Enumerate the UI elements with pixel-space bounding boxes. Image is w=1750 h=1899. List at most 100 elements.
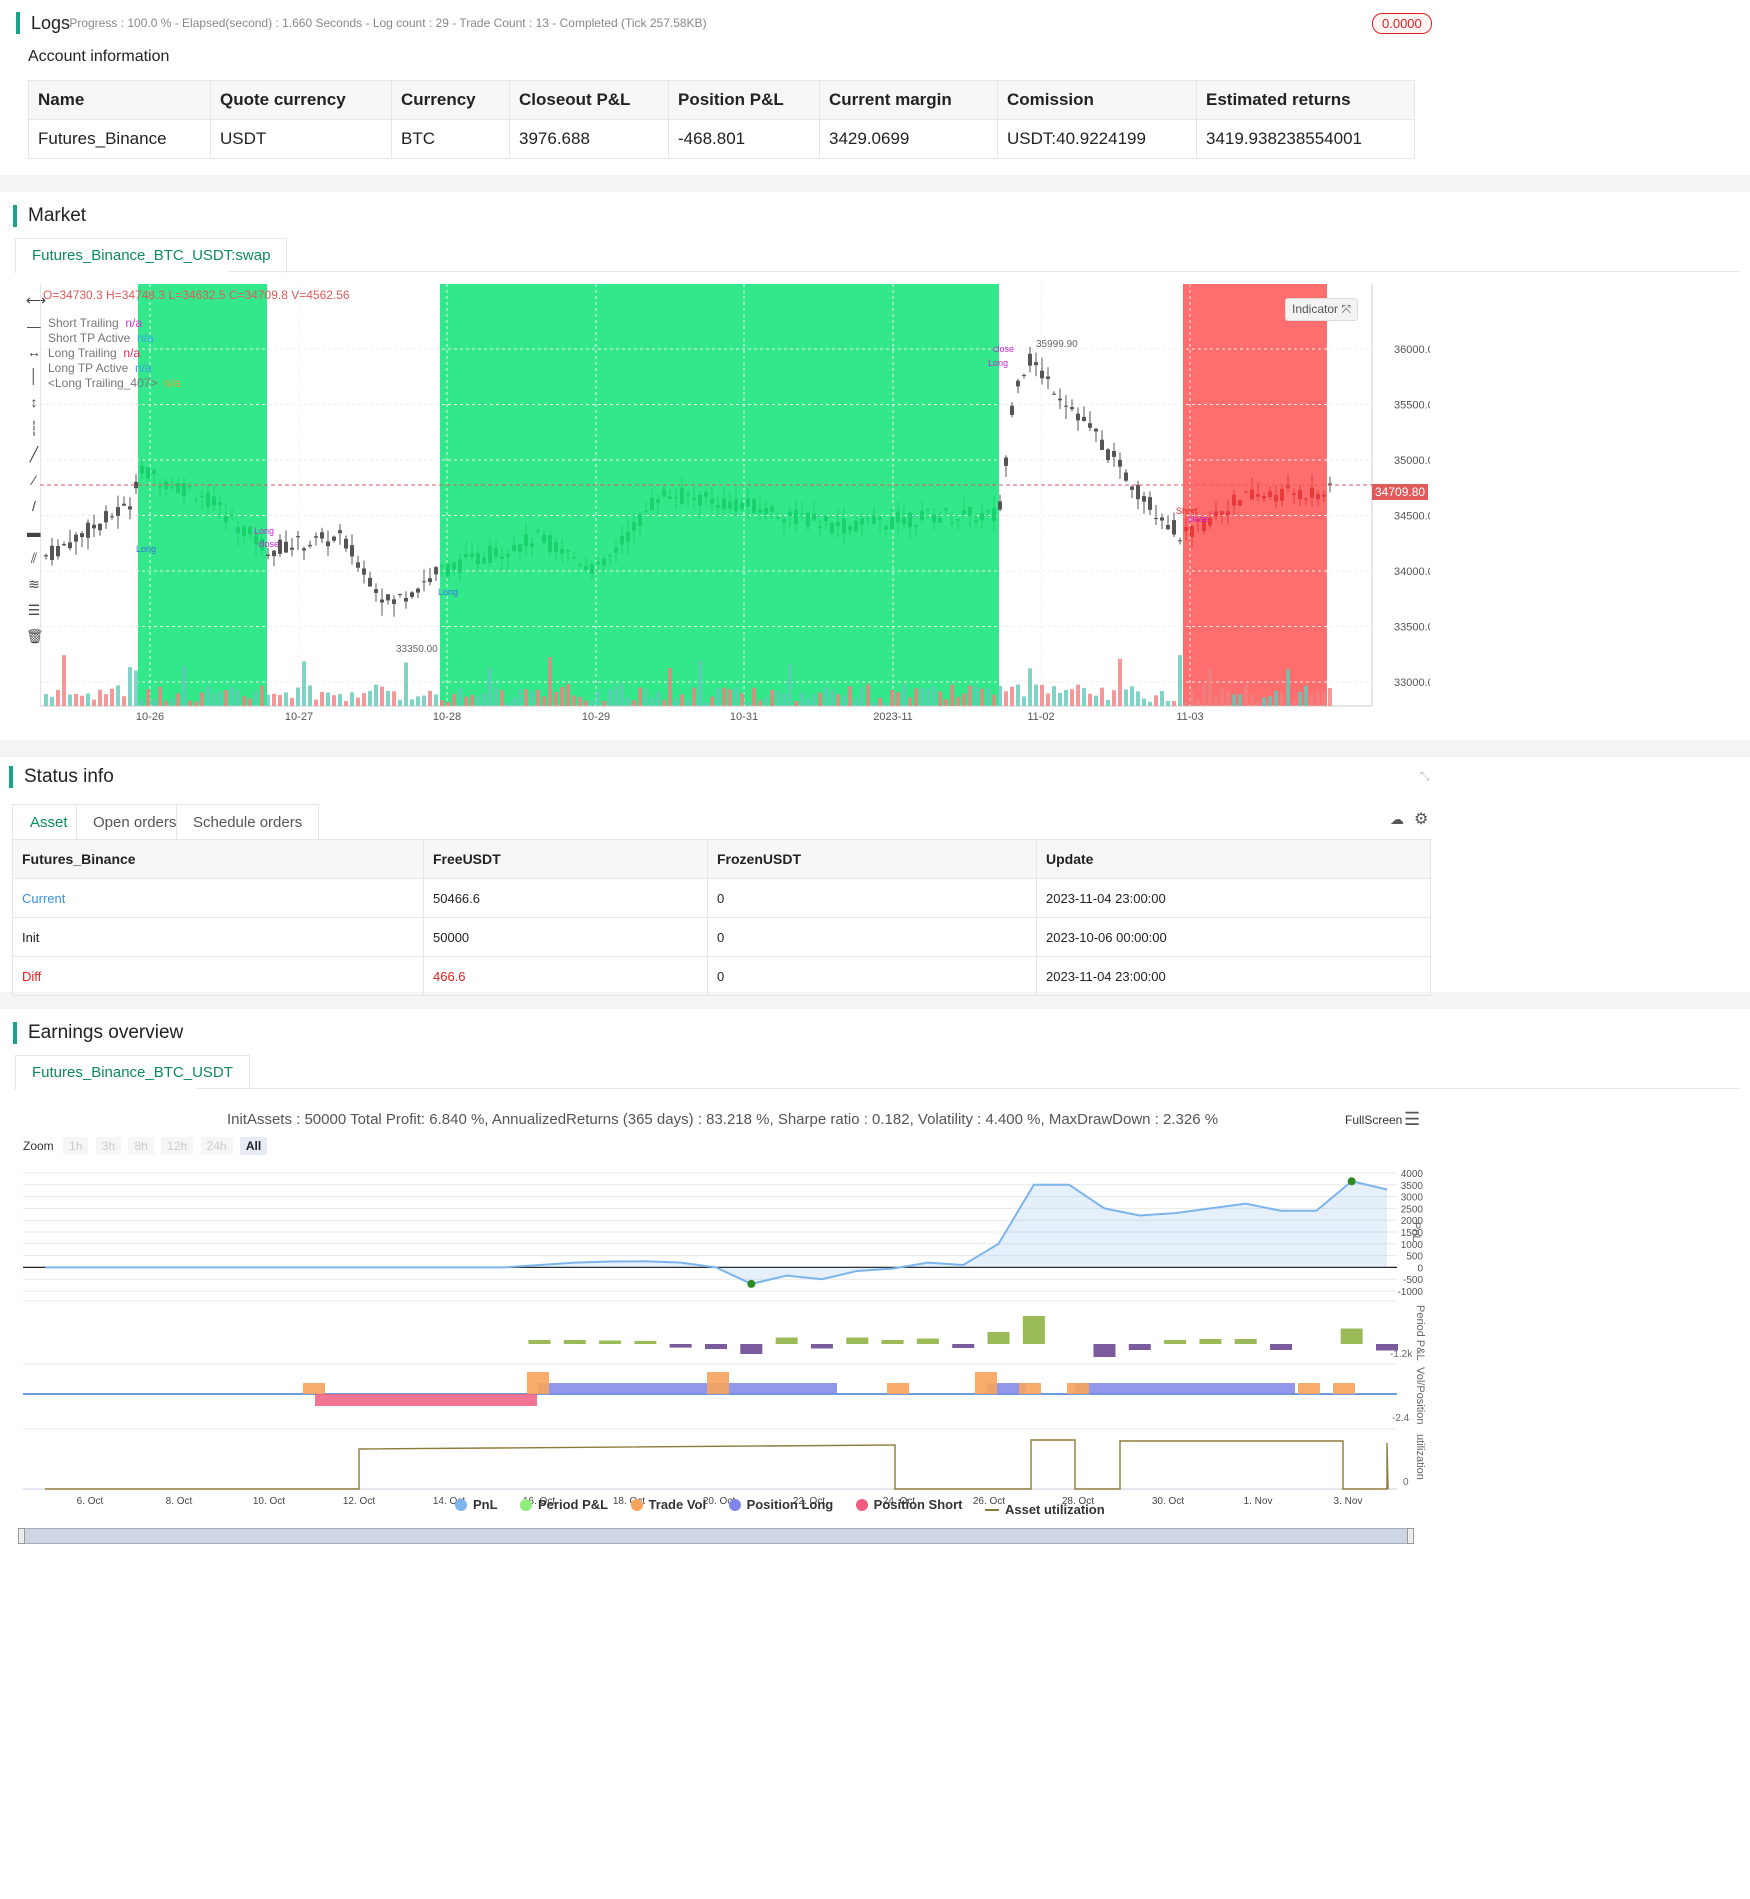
candle-body bbox=[362, 568, 366, 575]
price-tick-label: 33000.00 bbox=[1394, 677, 1430, 689]
fullscreen-button[interactable]: FullScreen bbox=[1345, 1113, 1403, 1127]
parallel-channel-icon[interactable]: ⫽ bbox=[30, 550, 38, 566]
candle-body bbox=[1034, 362, 1038, 366]
zoom-12h-button[interactable]: 12h bbox=[161, 1137, 194, 1155]
date-tick-label: 11-02 bbox=[1027, 711, 1054, 723]
cell-update: 2023-10-06 00:00:00 bbox=[1036, 917, 1431, 957]
volume-bar bbox=[1238, 694, 1242, 706]
navigator-handle-right[interactable] bbox=[1407, 1528, 1414, 1544]
extended-line-icon[interactable]: ↔ bbox=[27, 344, 41, 360]
price-line-icon[interactable]: ▬ bbox=[27, 524, 41, 540]
volume-bar bbox=[638, 687, 642, 706]
candlestick-chart[interactable]: 36000.00 35500.00 35000.00 34500.00 34000.00… bbox=[40, 284, 1430, 724]
pitchfork-icon[interactable]: ≋ bbox=[28, 576, 40, 592]
segment-icon[interactable]: / bbox=[32, 498, 36, 514]
volume-bar bbox=[1196, 698, 1200, 706]
volume-bar bbox=[614, 685, 618, 706]
fibonacci-icon[interactable]: ☰ bbox=[27, 602, 41, 618]
navigator-handle-left[interactable] bbox=[18, 1528, 25, 1544]
horizontal-ray-icon[interactable]: — bbox=[27, 318, 41, 334]
volume-bar bbox=[662, 699, 666, 706]
vertical-ray-icon[interactable]: ↕ bbox=[30, 394, 38, 410]
candle-body bbox=[1238, 499, 1242, 506]
candle-body bbox=[950, 522, 954, 524]
candle-body bbox=[350, 545, 354, 557]
volume-bar bbox=[1010, 686, 1014, 706]
date-tick-label: 24. Oct bbox=[883, 1496, 915, 1507]
candle-body bbox=[224, 515, 228, 523]
vertical-line-icon[interactable]: │ bbox=[29, 368, 39, 384]
cell-free: 466.6 bbox=[423, 956, 708, 996]
volume-bar bbox=[470, 695, 474, 706]
menu-icon[interactable]: ☰ bbox=[1404, 1109, 1421, 1129]
trend-line-icon[interactable]: ⁄ bbox=[32, 472, 36, 488]
tab-market-symbol[interactable]: Futures_Binance_BTC_USDT:swap bbox=[15, 238, 288, 273]
zoom-8h-button[interactable]: 8h bbox=[128, 1137, 154, 1155]
candle-body bbox=[140, 465, 144, 474]
volume-bar bbox=[674, 698, 678, 706]
gear-icon[interactable]: ⚙ bbox=[1414, 811, 1429, 828]
volume-bar bbox=[80, 695, 84, 706]
tab-open-orders[interactable]: Open orders bbox=[76, 804, 194, 840]
trade-vol-bar bbox=[1333, 1383, 1355, 1394]
volume-bar bbox=[1226, 690, 1230, 706]
legend-position-short[interactable]: Position Short bbox=[855, 1497, 963, 1512]
period-pnl-bar bbox=[528, 1340, 551, 1344]
ray-line-icon[interactable]: ╱ bbox=[29, 446, 39, 462]
candle-body bbox=[284, 541, 288, 553]
price-tick-label: 34000.00 bbox=[1394, 566, 1430, 578]
tab-schedule-orders[interactable]: Schedule orders bbox=[176, 804, 320, 840]
candle-body bbox=[602, 558, 606, 566]
legend-asset-utilization-line bbox=[984, 1508, 999, 1511]
volume-bar bbox=[1124, 689, 1128, 706]
trash-icon[interactable]: 🗑 bbox=[26, 628, 44, 644]
zoom-1h-button[interactable]: 1h bbox=[63, 1137, 89, 1155]
volume-bar bbox=[134, 670, 138, 706]
tab-earnings-symbol[interactable]: Futures_Binance_BTC_USDT bbox=[15, 1055, 250, 1090]
legend-position-long[interactable]: Position Long bbox=[728, 1497, 833, 1512]
candle-body bbox=[500, 556, 504, 560]
volume-bar bbox=[974, 686, 978, 706]
candle-body bbox=[206, 492, 210, 507]
candle-body bbox=[926, 508, 930, 510]
zoom-all-button[interactable]: All bbox=[239, 1137, 268, 1155]
candle-body bbox=[554, 541, 558, 552]
cell-update: 2023-11-04 23:00:00 bbox=[1036, 956, 1431, 996]
legend-trade-vol[interactable]: Trade Vol bbox=[630, 1497, 706, 1512]
cloud-download-icon[interactable]: ☁ bbox=[1390, 811, 1404, 827]
zoom-3h-button[interactable]: 3h bbox=[95, 1137, 122, 1155]
collapse-icon[interactable]: ⤡ bbox=[1420, 769, 1430, 783]
date-tick-label: 8. Oct bbox=[166, 1496, 193, 1507]
legend-short-tp-active: Short TP Active n/a bbox=[48, 331, 181, 346]
candle-body bbox=[170, 486, 174, 489]
volume-bar bbox=[1016, 684, 1020, 706]
legend-pnl[interactable]: PnL bbox=[455, 1497, 498, 1512]
volume-bar bbox=[704, 701, 708, 706]
earnings-chart[interactable]: 40003500300025002000150010005000-500-100… bbox=[15, 1161, 1445, 1541]
legend-asset-utilization[interactable]: Asset utilization bbox=[984, 1502, 1105, 1517]
trade-vol-bar bbox=[887, 1383, 909, 1394]
candle-body bbox=[1184, 526, 1188, 532]
period-pnl-bar bbox=[775, 1337, 798, 1344]
candle-body bbox=[920, 510, 924, 521]
horizontal-line-icon[interactable]: ⟷ bbox=[26, 292, 47, 308]
navigator-scrollbar[interactable] bbox=[20, 1528, 1414, 1544]
zoom-24h-button[interactable]: 24h bbox=[200, 1137, 233, 1155]
vertical-segment-icon[interactable]: ┆ bbox=[29, 420, 39, 436]
price-tick-label: 34500.00 bbox=[1394, 511, 1430, 523]
tab-asset[interactable]: Asset bbox=[12, 804, 86, 840]
indicator-button[interactable]: Indicator ⤧ bbox=[1285, 298, 1358, 321]
volume-bar bbox=[1190, 690, 1194, 706]
candle-body bbox=[1070, 407, 1074, 410]
candle-body bbox=[374, 589, 378, 593]
price-tick-label: 36000.00 bbox=[1394, 344, 1430, 356]
volume-bar bbox=[764, 696, 768, 706]
candle-body bbox=[1112, 451, 1116, 457]
volume-bar bbox=[938, 691, 942, 706]
candle-body bbox=[248, 526, 252, 535]
legend-period-pnl[interactable]: Period P&L bbox=[520, 1497, 608, 1512]
col-comission: Comission bbox=[997, 80, 1197, 120]
volume-bar bbox=[176, 693, 180, 706]
volume-bar bbox=[536, 689, 540, 706]
volume-bar bbox=[128, 667, 132, 706]
